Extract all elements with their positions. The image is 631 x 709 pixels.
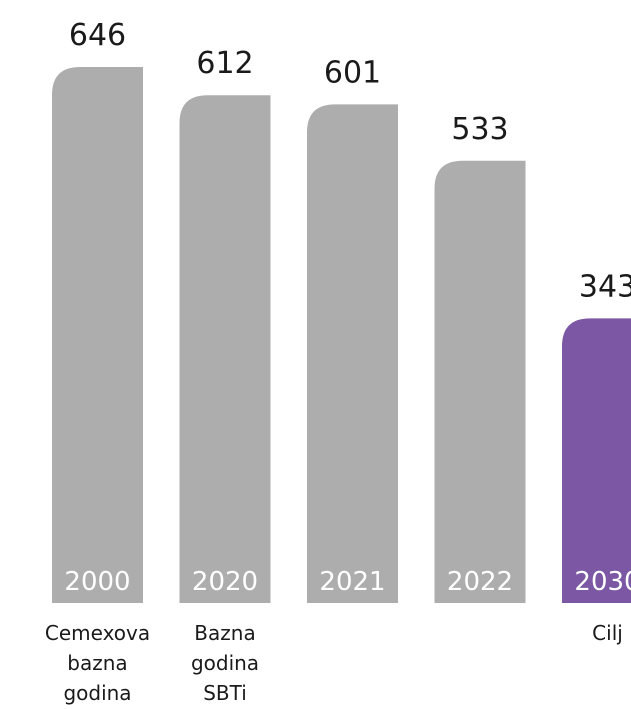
value-label-2021: 601 <box>324 55 381 90</box>
value-label-2020: 612 <box>196 46 253 81</box>
labels: 646 2000 Cemexova bazna godina 612 2020 Bazna go… <box>45 18 631 705</box>
sublabel-2000-2: godina <box>63 681 131 705</box>
category-label-2021: 2021 <box>319 567 385 597</box>
bars <box>52 67 631 604</box>
bar-2022 <box>434 160 526 603</box>
sublabel-2000-0: Cemexova <box>45 621 150 645</box>
category-label-2022: 2022 <box>447 567 513 597</box>
sublabel-2030-0: Cilj <box>592 621 623 645</box>
value-label-2030: 343 <box>579 269 631 304</box>
value-label-2022: 533 <box>451 112 508 147</box>
sublabel-2000-1: bazna <box>67 651 127 675</box>
sublabel-2020-1: godina <box>191 651 259 675</box>
bar-2030 <box>562 318 631 603</box>
sublabel-2020-0: Bazna <box>194 621 255 645</box>
category-label-2000: 2000 <box>64 567 130 597</box>
value-label-2000: 646 <box>69 18 126 53</box>
bar-2021 <box>307 104 398 603</box>
category-label-2020: 2020 <box>192 567 258 597</box>
category-label-2030: 2030 <box>574 567 631 597</box>
sublabel-2020-2: SBTi <box>203 681 247 705</box>
bar-2000 <box>52 67 143 603</box>
bar-2020 <box>179 95 271 604</box>
